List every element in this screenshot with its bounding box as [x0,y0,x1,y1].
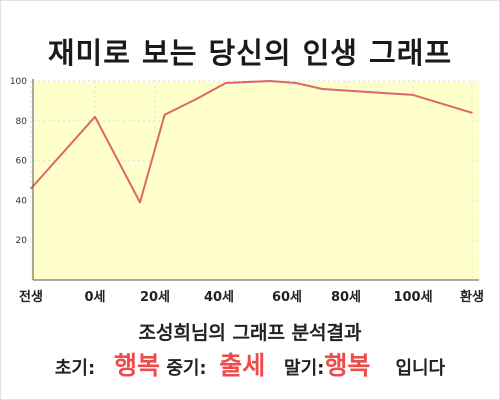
late-value: 행복 [324,351,371,380]
y-tick-labels: 20 40 60 80 100 [10,77,27,246]
ending-text: 입니다 [395,358,446,379]
x-tick-label: 40세 [204,290,234,305]
mid-value: 출세 [219,351,266,380]
area-fill [31,81,472,280]
data-point [225,82,227,84]
data-point [163,114,166,116]
data-point [412,94,414,96]
series-line [30,80,473,204]
data-point [139,201,141,204]
data-point [321,88,324,90]
y-tick-label: 60 [16,157,28,167]
x-tick-label: 환생 [460,289,484,305]
data-point [94,116,96,118]
x-tick-label: 전생 [19,289,43,305]
y-tick-label: 100 [10,77,27,87]
early-label: 초기: [54,358,96,379]
data-point [351,90,354,92]
y-tick-label: 80 [16,117,28,127]
y-tick-label: 40 [16,196,28,206]
analysis-result: 초기: 행복 중기: 출세 말기:행복 입니다 [0,346,500,382]
x-tick-label: 0세 [84,290,105,305]
mid-label: 중기: [166,358,207,379]
axis-layer [32,79,479,281]
x-tick-label: 60세 [272,290,302,305]
x-tick-label: 100세 [393,290,432,305]
x-tick-label: 20세 [140,290,170,305]
early-value: 행복 [114,351,161,380]
y-tick-label: 20 [16,236,28,246]
area-layer [30,80,473,280]
chart-title: 재미로 보는 당신의 인생 그래프 [47,36,453,70]
x-tick-label: 80세 [331,290,361,305]
x-tick-labels: 전생 0세 20세 40세 60세 80세 100세 환생 [19,289,484,305]
data-point [295,82,297,84]
data-point [30,187,32,190]
data-point [195,98,198,100]
data-point [269,80,271,82]
analysis-summary: 조성희님의 그래프 분석결과 [138,322,362,344]
late-label: 말기: [284,358,325,379]
data-point [471,112,473,114]
